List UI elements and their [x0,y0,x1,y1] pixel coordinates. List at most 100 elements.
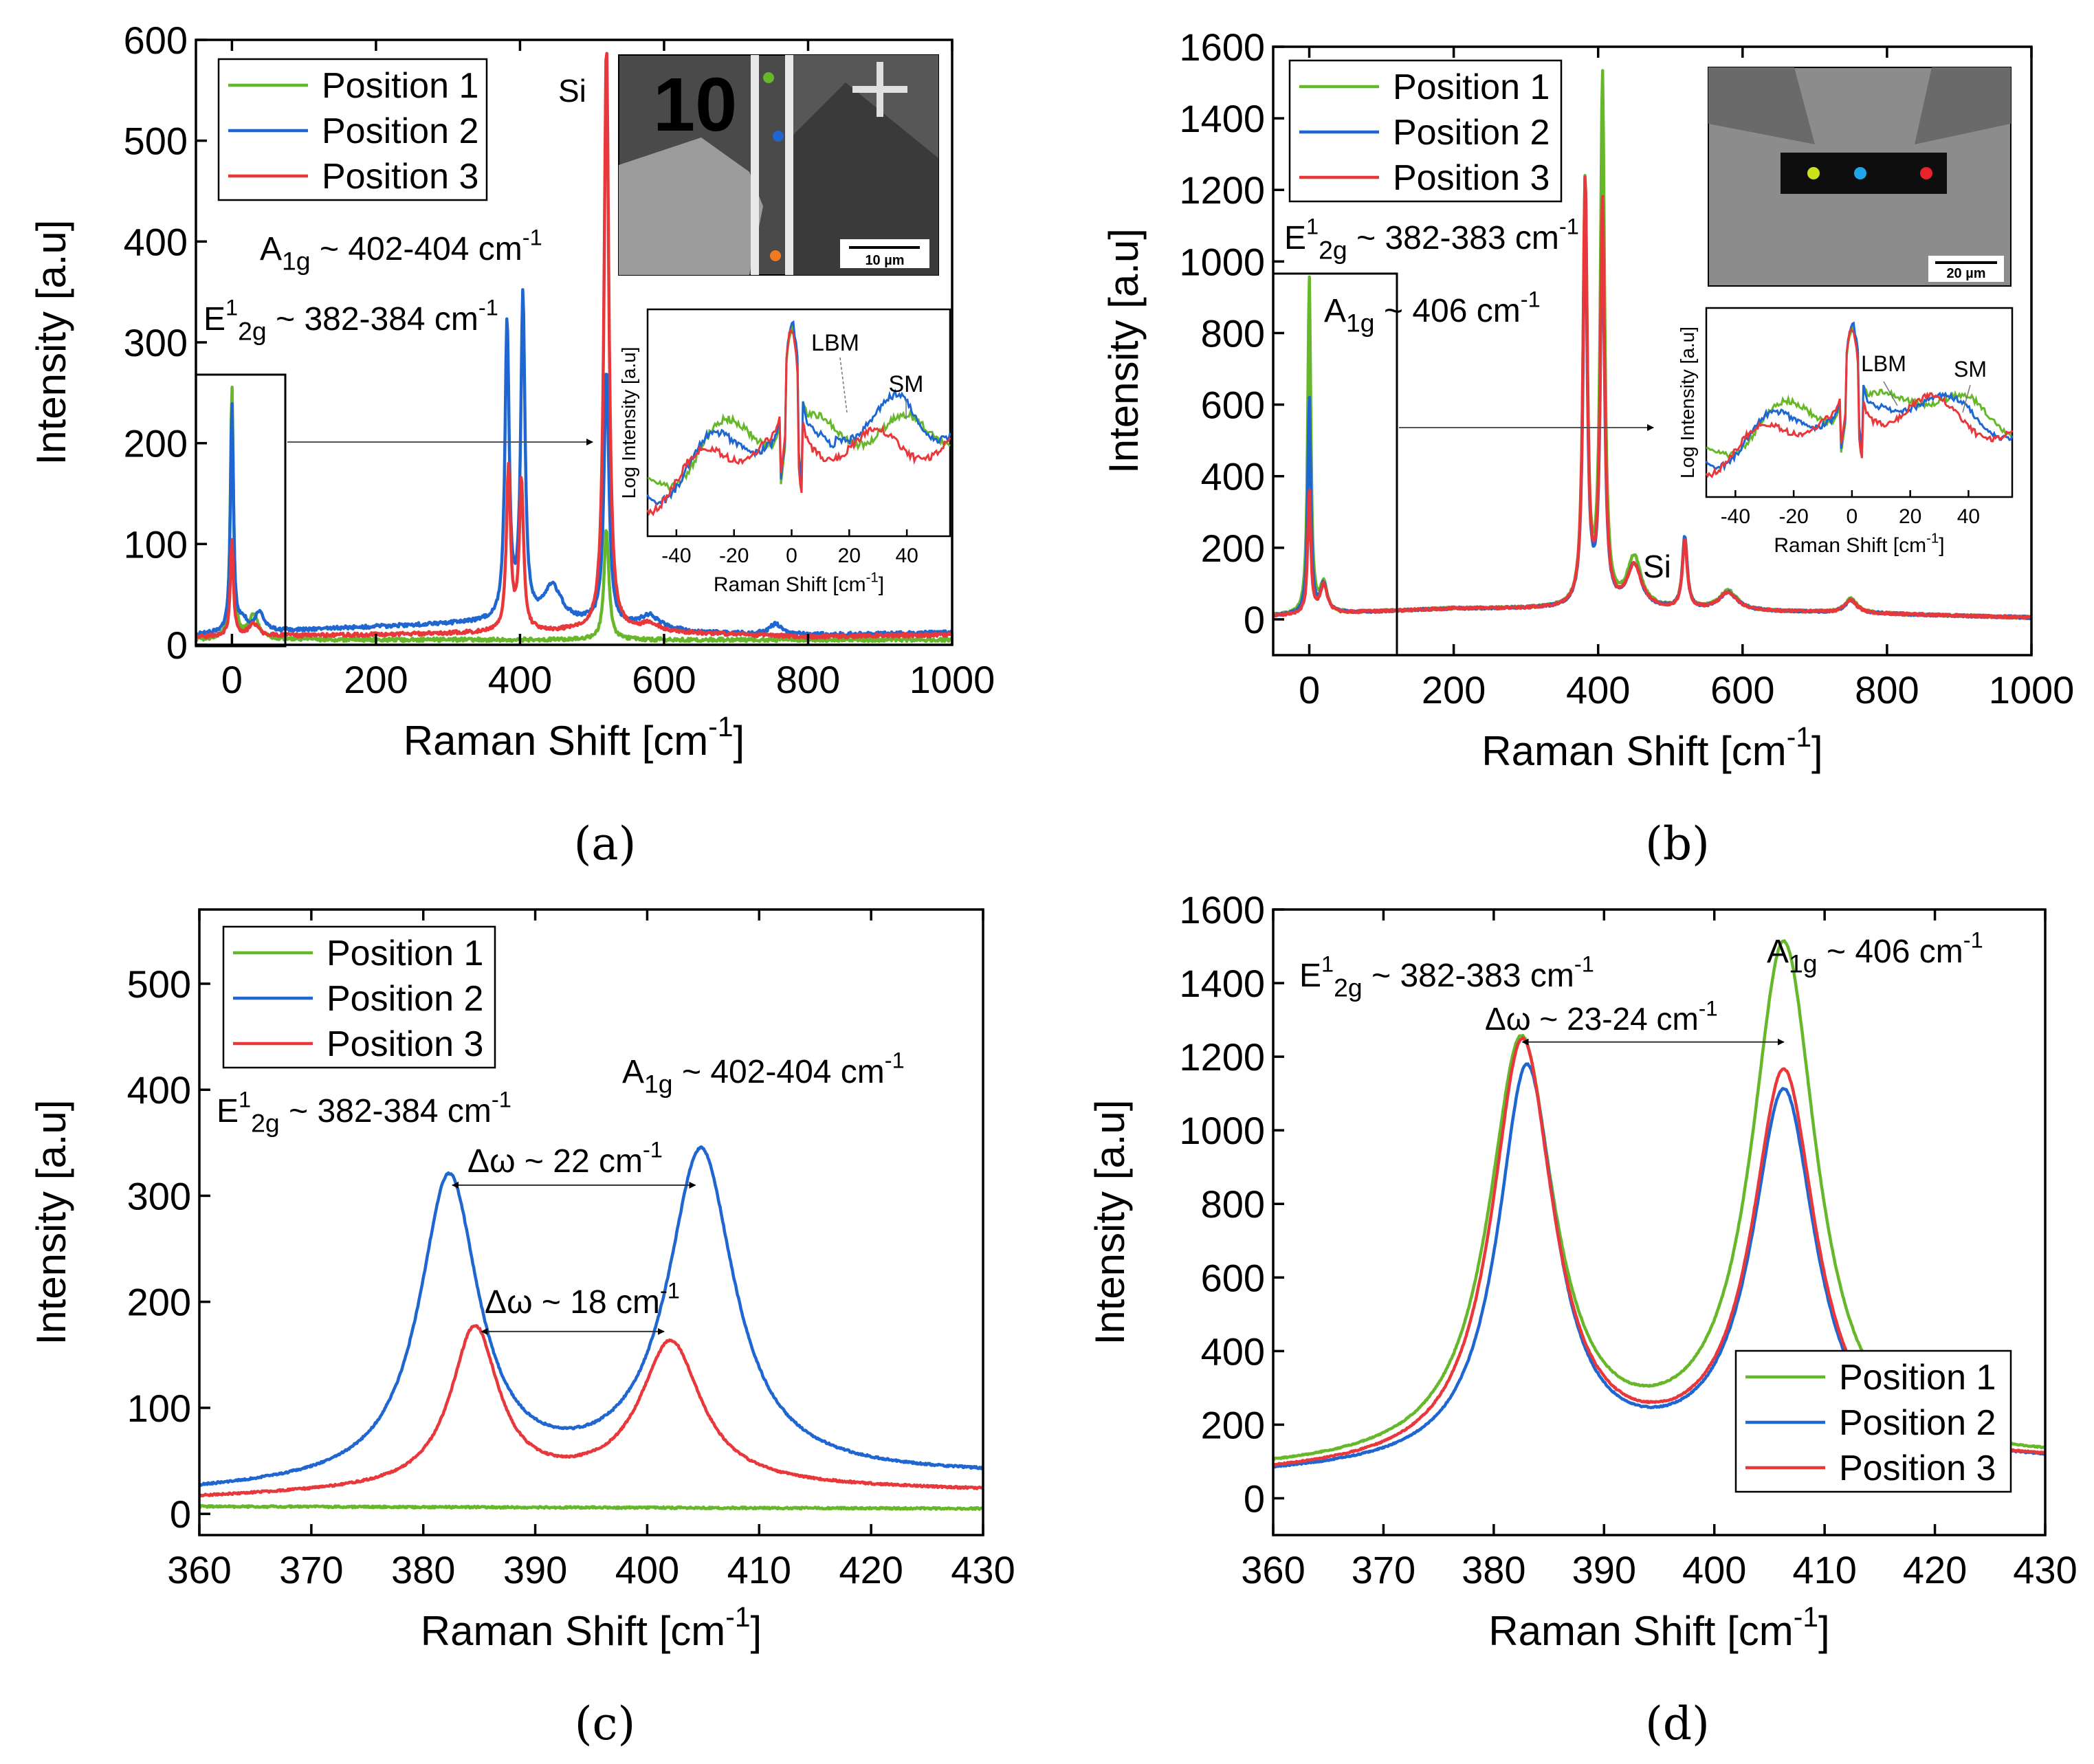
caption-b: (b) [1645,817,1710,870]
inset-label-sm: SM [889,371,924,397]
series-line-position-3 [199,1324,983,1498]
inset-y-axis-label: Log Intensity [a.u] [1677,327,1698,478]
y-tick-label: 400 [1201,1330,1265,1373]
x-tick-label: 800 [1855,668,1919,712]
inset-y-axis-label: Log Intensity [a.u] [618,346,639,498]
x-axis-label: Raman Shift [cm-1] [421,1601,762,1654]
series-line-position-3 [1273,175,2031,620]
inset-x-tick-label: -20 [1778,505,1808,528]
series-lines [196,52,952,643]
sem-marker-position-2 [1854,167,1866,179]
y-tick-label: 0 [1244,598,1265,641]
legend-entry: Position 3 [1393,158,1550,198]
sem-substrate [619,137,763,275]
x-tick-label: 420 [1903,1548,1967,1591]
y-tick-label: 600 [1201,1256,1265,1299]
y-tick-label: 1400 [1179,962,1265,1005]
x-tick-label: 360 [1241,1548,1305,1591]
x-axis-label: Raman Shift [cm-1] [404,711,745,764]
legend-entry: Position 1 [322,66,478,106]
y-tick-label: 400 [127,1068,191,1112]
inset-pointer-lbm [1883,381,1898,406]
y-tick-label: 800 [1201,311,1265,355]
log-inset: -40 -20 0 20 40 Raman Shift [cm-1] Log Intensi… [1677,307,2014,557]
sem-marker-position-3 [770,250,781,261]
inset-label-sm: SM [1954,357,1987,382]
x-tick-label: 390 [1572,1548,1636,1591]
x-tick-label: 380 [1462,1548,1525,1591]
y-tick-label: 0 [1244,1477,1265,1520]
y-tick-label: 200 [127,1281,191,1324]
zoom-box [1272,272,1398,657]
legend-entry: Position 1 [1839,1358,1996,1398]
x-tick-label: 410 [727,1548,791,1591]
sem-cross-v [877,62,883,117]
annotation-si: Si [558,73,586,109]
legend-entry: Position 3 [1839,1448,1996,1488]
x-tick-label: 430 [2013,1548,2077,1591]
caption-a: (a) [574,817,637,870]
chart-c: 360 370 380 390 400 410 420 430 0 100 200 300 400 500… [28,908,1015,1654]
x-tick-label: 200 [344,658,408,701]
x-tick-label: 420 [839,1548,903,1591]
series-line-position-1 [196,386,952,643]
legend-entry: Position 1 [327,934,483,973]
x-axis-label: Raman Shift [cm-1] [1488,1601,1829,1654]
y-tick-label: 500 [124,120,188,163]
y-axis-label: Intensity [a.u] [28,1100,74,1345]
annotation-dw1: Δω ~ 23-24 cm-1 [1485,996,1718,1037]
inset-series-line [1705,327,2014,478]
annotation-e2g: E12g ~ 382-384 cm-1 [203,294,498,345]
chart-d: 360 370 380 390 400 410 420 430 0 200 400 600 800 100… [1087,888,2078,1654]
x-tick-label: 360 [167,1548,231,1591]
x-tick-label: 600 [1710,668,1774,712]
y-axis-label: Intensity [a.u] [1087,1100,1133,1345]
legend-entry: Position 3 [327,1024,483,1064]
x-tick-label: 390 [503,1548,567,1591]
y-tick-label: 500 [127,962,191,1006]
y-tick-label: 400 [124,220,188,263]
sem-marker-position-3 [1920,167,1932,179]
sem-marker-position-1 [1807,167,1820,179]
scale-bar-bg [840,239,929,268]
sem-marker-position-2 [773,131,784,142]
x-tick-label: 400 [488,658,552,701]
series-lines [1273,69,2031,621]
x-tick-label: 400 [1566,668,1630,712]
inset-x-tick-label: 0 [1847,505,1858,528]
chart-a: 0 200 400 600 800 10000100200300400500600Rama… [28,19,995,764]
x-tick-label: 1000 [1989,668,2075,712]
legend-entry: Position 2 [1839,1403,1996,1443]
sem-electrode-1 [751,55,759,275]
y-tick-label: 0 [170,1492,191,1536]
caption-c: (c) [575,1697,635,1750]
annotation-dw2: Δω ~ 18 cm-1 [485,1277,680,1321]
annotation-e2g: E12g ~ 382-384 cm-1 [217,1086,511,1137]
scale-bar-label: 10 µm [865,253,904,268]
chart-b: 0 200 400 600 800 100002004006008001000120014… [1101,25,2074,774]
inset-x-tick-label: 40 [895,544,918,567]
sem-shadow-left [1708,67,1815,144]
y-tick-label: 200 [1201,1403,1265,1446]
y-tick-label: 200 [1201,527,1265,570]
x-axis-label: Raman Shift [cm-1] [1481,721,1822,774]
y-tick-label: 0 [166,624,188,667]
scale-bar-bg [1928,256,2004,282]
annotation-a1g: A1g ~ 406 cm-1 [1324,286,1541,337]
x-tick-label: 430 [951,1548,1015,1591]
x-tick-label: 400 [615,1548,679,1591]
plot-frame [1272,908,2047,1536]
caption-d: (d) [1645,1697,1710,1750]
inset-pointer-sm [1962,384,1971,413]
y-tick-label: 600 [1201,384,1265,427]
series-line-position-3 [196,52,952,640]
y-tick-label: 300 [124,321,188,364]
sem-flake-dark [791,82,938,275]
scale-bar-label: 20 µm [1946,266,1985,281]
series-line-position-2 [199,1145,983,1487]
annotation-a1g: A1g ~ 406 cm-1 [1767,927,1983,978]
y-tick-label: 400 [1201,455,1265,498]
inset-label-lbm: LBM [1861,351,1906,376]
panels-group: 0 200 400 600 800 10000100200300400500600Rama… [28,19,2078,1654]
legend-entry: Position 2 [1393,113,1550,153]
